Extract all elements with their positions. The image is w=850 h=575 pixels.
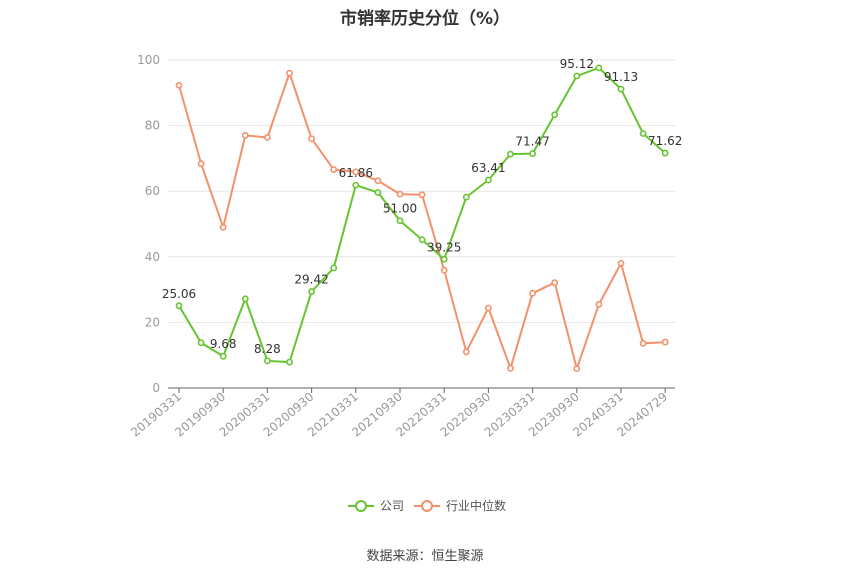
data-point-company[interactable] [263,357,271,365]
data-label: 9.68 [210,337,237,351]
data-point-industry[interactable] [352,168,360,176]
data-point-industry[interactable] [219,223,227,231]
y-tick-label: 100 [137,53,160,67]
data-point-company[interactable] [595,64,603,72]
data-point-industry[interactable] [573,365,581,373]
data-point-industry[interactable] [308,135,315,143]
data-point-industry[interactable] [286,69,293,77]
y-tick-label: 0 [152,381,160,395]
data-point-company[interactable] [484,176,492,184]
legend-item-industry[interactable]: 行业中位数 [414,497,506,514]
data-point-industry[interactable] [617,259,625,267]
data-label: 8.28 [254,342,281,356]
data-label: 91.13 [604,70,638,84]
data-point-company[interactable] [507,150,514,158]
data-point-industry[interactable] [241,132,249,139]
data-point-company[interactable] [219,352,227,360]
data-point-company[interactable] [197,339,205,347]
data-point-industry[interactable] [440,266,448,274]
data-point-company[interactable] [330,264,338,272]
data-point-industry[interactable] [462,348,470,356]
data-label: 71.47 [515,135,549,149]
data-label: 29.42 [294,273,328,287]
data-point-company[interactable] [374,189,382,196]
data-point-company[interactable] [639,130,647,137]
data-point-company[interactable] [573,72,581,80]
data-point-industry[interactable] [484,304,492,312]
source-note: 数据来源：恒生聚源 [366,549,484,564]
chart-title: 市销率历史分位（%） [339,9,511,29]
data-label: 25.06 [162,287,196,301]
data-point-industry[interactable] [263,134,271,141]
data-label: 71.62 [648,134,682,148]
y-tick-label: 40 [145,250,160,264]
data-label: 39.25 [427,240,461,254]
legend-company-label: 公司 [380,499,405,513]
data-point-company[interactable] [175,302,183,310]
data-point-industry[interactable] [175,81,183,89]
data-point-company[interactable] [396,217,404,225]
y-tick-label: 20 [145,315,160,329]
legend-industry-label: 行业中位数 [446,499,507,513]
data-label: 61.86 [339,166,373,180]
data-label: 63.41 [471,161,505,175]
data-point-industry[interactable] [396,190,404,198]
data-point-industry[interactable] [595,300,603,308]
data-point-company[interactable] [661,149,669,157]
data-point-company[interactable] [352,181,360,189]
data-point-industry[interactable] [507,364,514,372]
legend-item-company[interactable]: 公司 [348,497,404,514]
data-point-industry[interactable] [197,160,205,168]
series-line-company [178,66,666,364]
data-point-company[interactable] [551,111,559,119]
data-point-industry[interactable] [374,177,382,185]
data-point-company[interactable] [308,288,315,295]
data-point-company[interactable] [241,295,249,303]
data-point-industry[interactable] [330,166,338,173]
data-point-industry[interactable] [418,191,426,199]
data-label: 95.12 [560,57,594,71]
legend-company-icon [348,499,374,512]
data-point-company[interactable] [286,358,293,366]
data-point-company[interactable] [617,85,625,93]
data-point-company[interactable] [529,150,536,157]
data-label: 51.00 [383,202,417,216]
data-point-industry[interactable] [639,339,647,347]
data-point-industry[interactable] [661,338,669,346]
y-tick-label: 80 [145,119,160,133]
data-point-company[interactable] [440,255,448,263]
data-point-company[interactable] [462,193,470,201]
data-point-industry[interactable] [551,279,559,287]
data-point-industry[interactable] [529,289,536,297]
series-line-industry [178,72,666,370]
data-point-company[interactable] [418,236,426,244]
legend-industry-icon [414,499,440,512]
y-tick-label: 60 [145,184,160,198]
